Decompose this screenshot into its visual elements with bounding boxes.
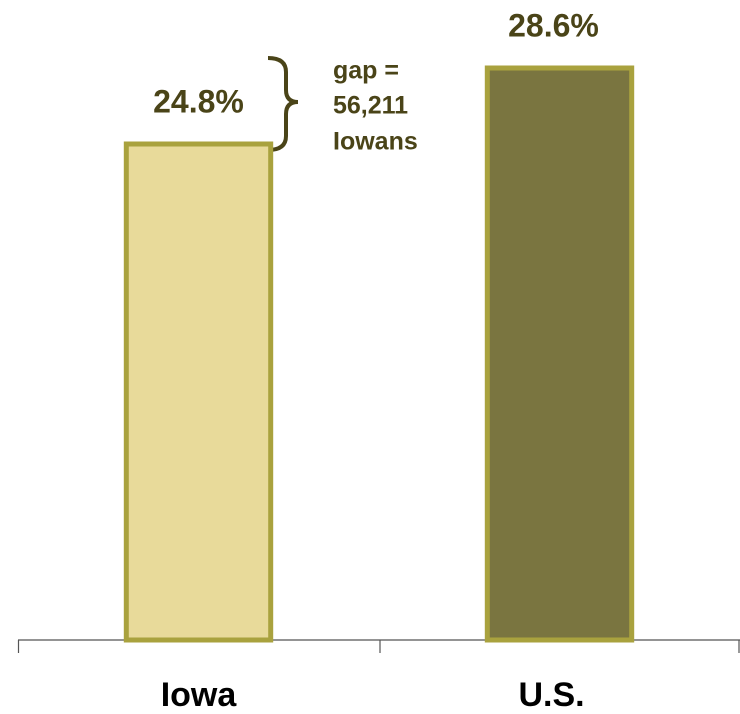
annotation: 56,211: [333, 92, 408, 120]
x-tick-label: Iowa: [161, 676, 238, 714]
annotation: gap =: [333, 57, 399, 85]
bar: [123, 141, 274, 643]
data-label: 24.8%: [153, 83, 244, 119]
bar: [484, 65, 635, 643]
gap-brace: [267, 56, 299, 152]
x-tick-label: U.S.: [518, 676, 584, 714]
data-label: 28.6%: [508, 7, 599, 43]
annotation: Iowans: [333, 128, 418, 156]
